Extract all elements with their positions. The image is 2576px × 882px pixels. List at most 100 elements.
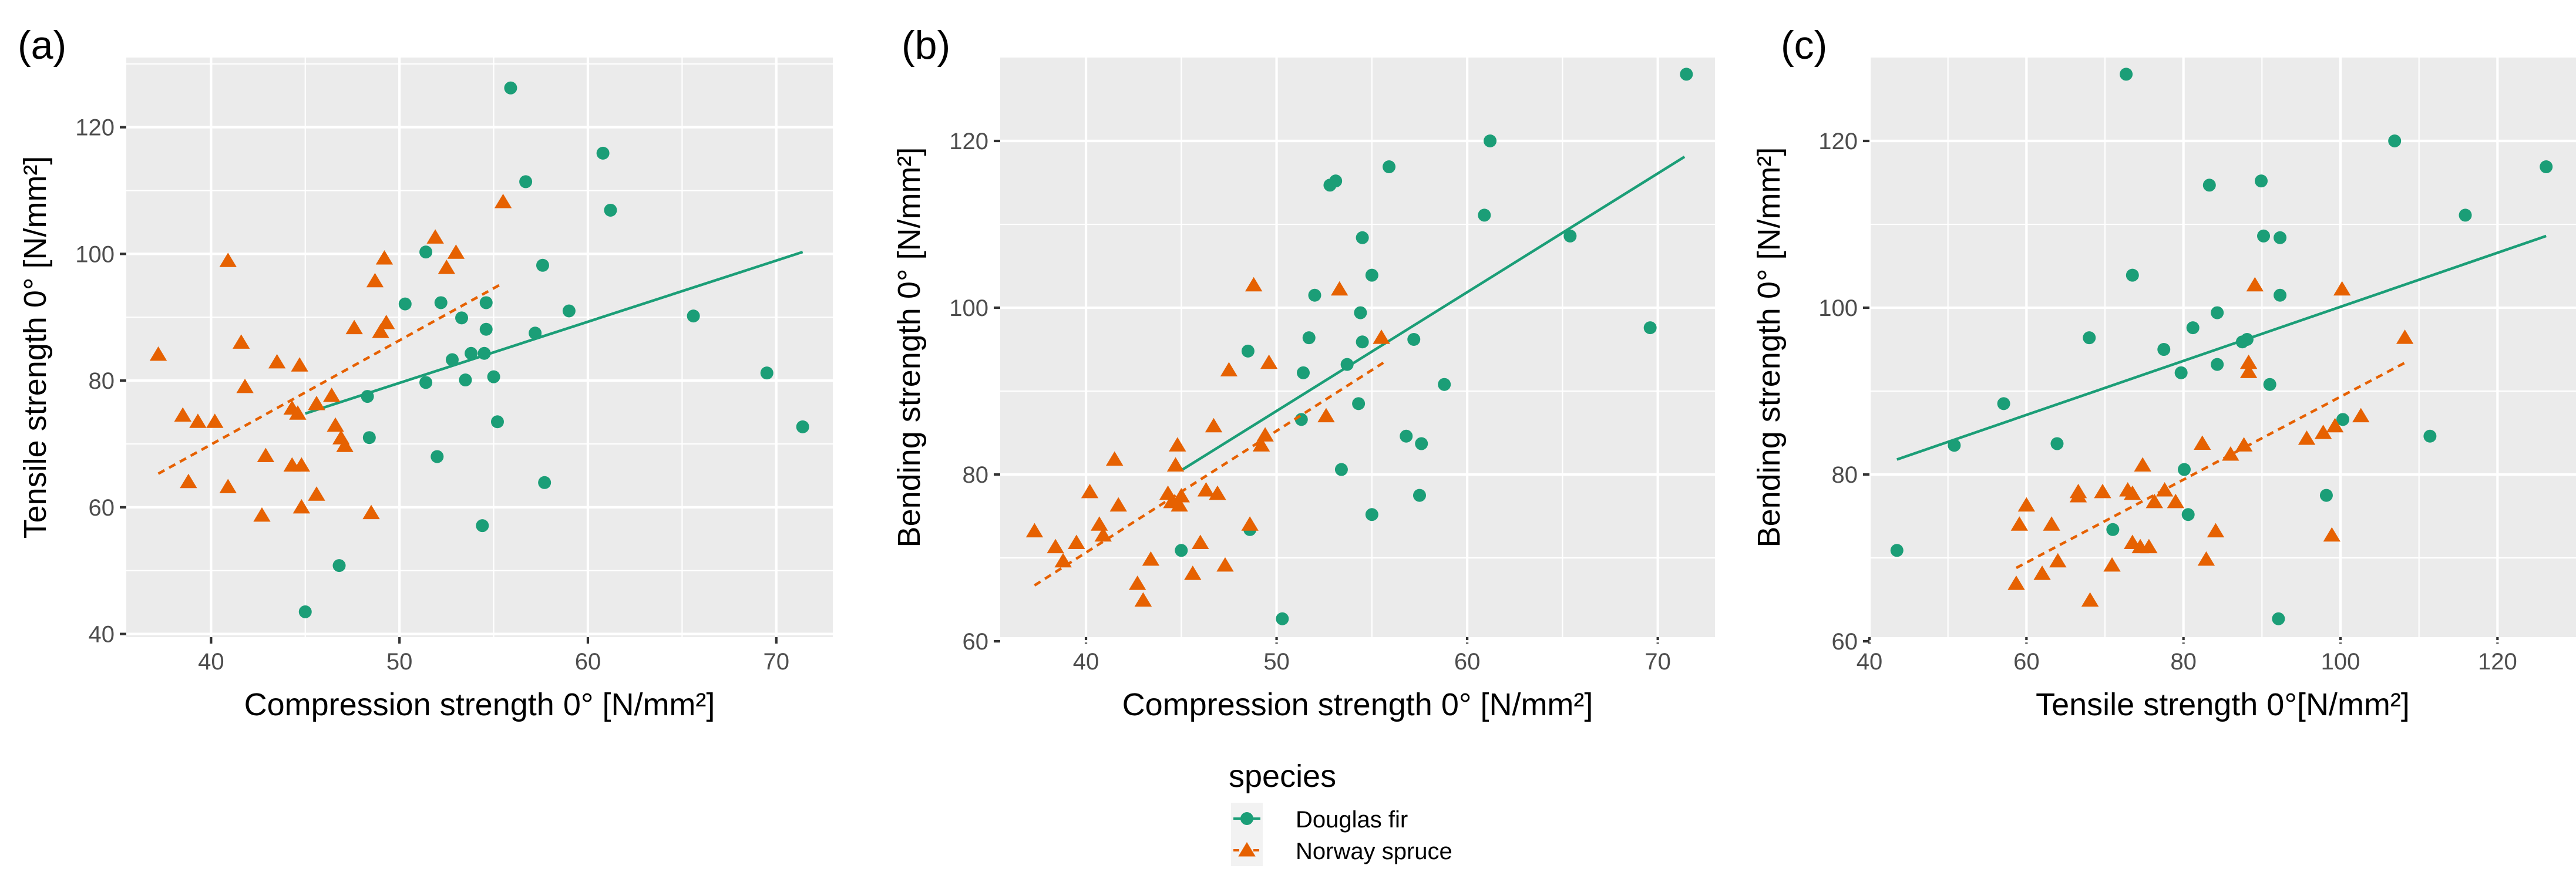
data-point xyxy=(372,324,389,338)
data-point xyxy=(257,447,275,462)
data-point xyxy=(253,507,271,522)
data-point xyxy=(2396,329,2414,344)
data-point xyxy=(1241,516,1259,531)
data-point xyxy=(2017,497,2036,512)
data-point xyxy=(180,473,197,489)
data-point xyxy=(2081,592,2099,607)
data-point xyxy=(1383,160,1396,174)
data-point xyxy=(2298,430,2316,445)
data-point xyxy=(419,376,433,389)
data-point xyxy=(1334,463,1348,476)
data-point xyxy=(796,420,809,433)
y-tick-label: 60 xyxy=(89,495,115,521)
panel-a: 40 50 60 70 40 60 80 100 120 (a) Compression stren… xyxy=(18,23,833,722)
data-point xyxy=(2033,565,2051,580)
legend-key-marker xyxy=(1240,812,1253,825)
data-point xyxy=(1256,427,1274,442)
x-tick-label: 80 xyxy=(2170,649,2197,675)
data-point xyxy=(2197,551,2215,566)
data-point xyxy=(149,346,167,361)
data-point xyxy=(298,605,312,618)
data-point xyxy=(2194,435,2211,450)
data-point xyxy=(504,81,517,95)
data-point xyxy=(336,437,354,452)
data-point xyxy=(378,314,395,329)
data-point xyxy=(687,309,700,323)
data-point xyxy=(1091,516,1108,531)
data-point xyxy=(1478,208,1491,222)
x-tick-label: 70 xyxy=(764,649,790,675)
panel-background xyxy=(1000,58,1715,637)
data-point xyxy=(519,175,533,188)
data-point xyxy=(1241,344,1255,358)
data-point xyxy=(1068,534,1085,550)
y-tick-label: 100 xyxy=(75,241,115,267)
panel-tag: (c) xyxy=(1781,23,1827,68)
data-point xyxy=(398,297,412,311)
data-point xyxy=(562,304,576,318)
data-point xyxy=(431,450,444,463)
data-point xyxy=(2186,321,2200,335)
y-tick-label: 100 xyxy=(949,295,988,321)
data-point xyxy=(2423,429,2437,443)
data-point xyxy=(2323,527,2340,542)
y-tick-label: 120 xyxy=(949,129,988,154)
x-tick-label: 60 xyxy=(1454,649,1481,675)
data-point xyxy=(2202,179,2216,192)
data-point xyxy=(1128,575,1146,590)
data-point xyxy=(2388,134,2402,148)
fit-line xyxy=(1896,234,2547,461)
legend-key-douglas-fir xyxy=(1231,803,1263,834)
x-tick-label: 50 xyxy=(1263,649,1290,675)
y-axis-title: Bending strength 0° [N/mm²] xyxy=(892,147,927,548)
data-point xyxy=(1169,437,1186,452)
data-point xyxy=(1192,534,1209,550)
series-norway-spruce xyxy=(1025,277,1390,607)
data-point xyxy=(760,366,774,380)
x-tick-label: 50 xyxy=(386,649,413,675)
data-point xyxy=(2263,378,2276,391)
fit-line xyxy=(305,251,803,415)
y-tick-label: 120 xyxy=(1818,129,1858,154)
data-point xyxy=(2106,523,2120,536)
data-point xyxy=(292,499,311,514)
data-point xyxy=(2120,68,2133,81)
series-douglas-fir xyxy=(298,81,809,618)
data-point xyxy=(1407,333,1421,346)
x-tick-label: 40 xyxy=(198,649,224,675)
y-tick-label: 60 xyxy=(963,629,989,655)
data-point xyxy=(536,258,549,272)
data-point xyxy=(292,457,311,472)
y-tick-label: 80 xyxy=(963,462,989,488)
data-point xyxy=(2274,231,2287,244)
data-point xyxy=(1166,457,1185,472)
x-axis-title: Tensile strength 0°[N/mm²] xyxy=(2036,687,2410,722)
data-point xyxy=(479,322,493,336)
data-point xyxy=(1172,487,1191,503)
series-douglas-fir xyxy=(1890,68,2553,625)
data-point xyxy=(1308,288,1321,302)
series-norway-spruce xyxy=(149,193,512,522)
data-point xyxy=(232,334,250,349)
y-tick-label: 60 xyxy=(1832,629,1858,655)
data-point xyxy=(1252,437,1270,452)
data-point xyxy=(419,245,433,259)
fit-line xyxy=(1181,156,1686,472)
data-point xyxy=(1352,397,1366,410)
data-point xyxy=(1109,497,1127,512)
data-point xyxy=(2207,523,2225,538)
data-point xyxy=(2174,366,2188,379)
data-point xyxy=(465,346,478,360)
data-point xyxy=(2254,174,2268,188)
data-point xyxy=(1373,329,1390,344)
y-axis-title: Tensile strength 0° [N/mm²] xyxy=(18,156,53,539)
data-point xyxy=(189,413,207,428)
data-point xyxy=(206,413,224,428)
data-point xyxy=(1106,451,1124,466)
legend-key-marker xyxy=(1238,842,1256,857)
data-point xyxy=(2239,363,2258,378)
data-point xyxy=(362,504,380,520)
data-point xyxy=(2069,487,2087,503)
